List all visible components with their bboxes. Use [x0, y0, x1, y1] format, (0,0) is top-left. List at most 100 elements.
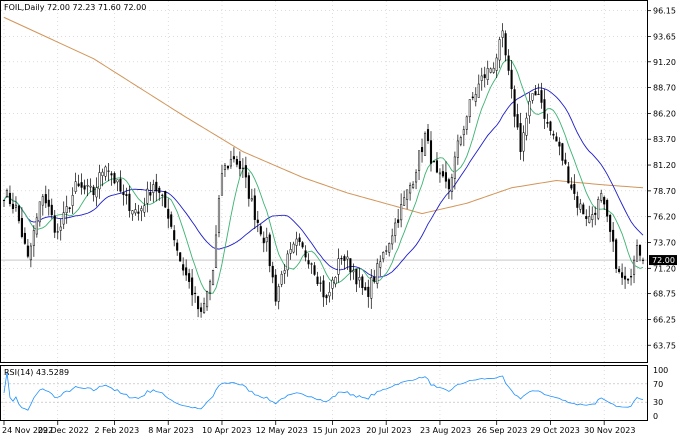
candle	[8, 185, 12, 207]
candle-body	[167, 208, 170, 219]
candle	[603, 195, 606, 210]
candle	[229, 150, 232, 169]
candle	[632, 255, 636, 284]
candle	[274, 269, 277, 306]
candle	[549, 120, 552, 136]
candle	[459, 135, 462, 147]
candle	[543, 89, 546, 129]
candle-body	[256, 219, 259, 223]
candle-body	[68, 207, 71, 209]
candle-body	[241, 167, 244, 169]
x-tick-label: 20 Jul 2023	[366, 426, 411, 435]
candle-body	[313, 265, 316, 275]
candle	[630, 268, 633, 286]
candle	[59, 218, 62, 241]
candle-body	[385, 250, 388, 252]
candle-body	[149, 192, 152, 196]
candle-body	[35, 217, 38, 235]
candle-body	[217, 198, 221, 233]
candle-body	[567, 166, 570, 184]
candle-body	[47, 199, 50, 207]
candle-body	[621, 272, 624, 278]
candle	[11, 192, 15, 214]
candle	[334, 276, 337, 288]
candle-body	[426, 129, 430, 142]
candle	[567, 162, 570, 184]
candle-body	[483, 74, 486, 79]
candle-body	[579, 203, 582, 210]
candle-body	[188, 273, 191, 282]
candle-body	[498, 39, 501, 61]
candle	[170, 211, 173, 229]
candle-body	[522, 132, 525, 152]
candle	[149, 181, 152, 201]
candle-body	[391, 235, 394, 245]
candle	[50, 198, 53, 219]
candle	[173, 225, 176, 247]
candle-body	[352, 270, 355, 273]
candle	[474, 87, 477, 107]
candle	[214, 225, 218, 269]
candle-body	[438, 172, 442, 175]
candle-body	[310, 263, 313, 265]
candle	[495, 53, 498, 78]
candle-body	[394, 222, 397, 236]
candle	[241, 158, 244, 179]
candle-body	[361, 276, 364, 289]
candle-body	[92, 186, 95, 196]
candle	[382, 251, 385, 263]
candle-body	[364, 286, 367, 291]
candle-body	[456, 140, 459, 158]
candle	[415, 169, 418, 190]
candle-body	[191, 277, 194, 296]
candle	[62, 201, 65, 230]
candle	[197, 295, 200, 318]
candle	[223, 163, 227, 177]
candle	[358, 267, 361, 288]
candle-body	[492, 67, 495, 73]
candle-body	[582, 204, 585, 215]
candle	[340, 255, 343, 265]
candle	[200, 302, 203, 318]
candle	[185, 259, 188, 281]
candle-body	[74, 181, 77, 192]
candle	[573, 174, 576, 200]
candle-body	[519, 123, 522, 152]
candle	[322, 275, 325, 307]
candle	[483, 66, 486, 88]
candle	[137, 204, 140, 221]
candle	[289, 242, 292, 260]
candle	[337, 248, 340, 283]
candle	[394, 218, 397, 243]
y-tick-label: 73.70	[653, 238, 676, 247]
candle-body	[197, 296, 200, 310]
candle-body	[382, 252, 385, 260]
candle	[528, 92, 531, 124]
candle-body	[376, 263, 379, 284]
candle	[86, 178, 89, 197]
candle	[125, 187, 128, 205]
candle	[205, 290, 209, 311]
candle	[68, 206, 71, 213]
candle	[47, 189, 50, 216]
candle	[588, 205, 591, 224]
candle-body	[38, 201, 41, 223]
candle	[307, 253, 310, 269]
candle	[131, 210, 134, 221]
candle-body	[641, 259, 645, 261]
candle	[310, 262, 313, 274]
candle-body	[627, 278, 630, 281]
candle-body	[555, 136, 558, 142]
candle	[423, 131, 427, 156]
candle-body	[268, 234, 271, 267]
candle	[74, 172, 77, 194]
candle-body	[588, 216, 591, 223]
candle	[26, 239, 29, 259]
candle-body	[146, 188, 149, 204]
candle-body	[176, 242, 179, 251]
candle	[492, 62, 495, 74]
candle-body	[546, 121, 549, 124]
candle	[194, 286, 197, 303]
y-tick-label: 96.15	[653, 7, 676, 16]
candle	[507, 49, 510, 76]
